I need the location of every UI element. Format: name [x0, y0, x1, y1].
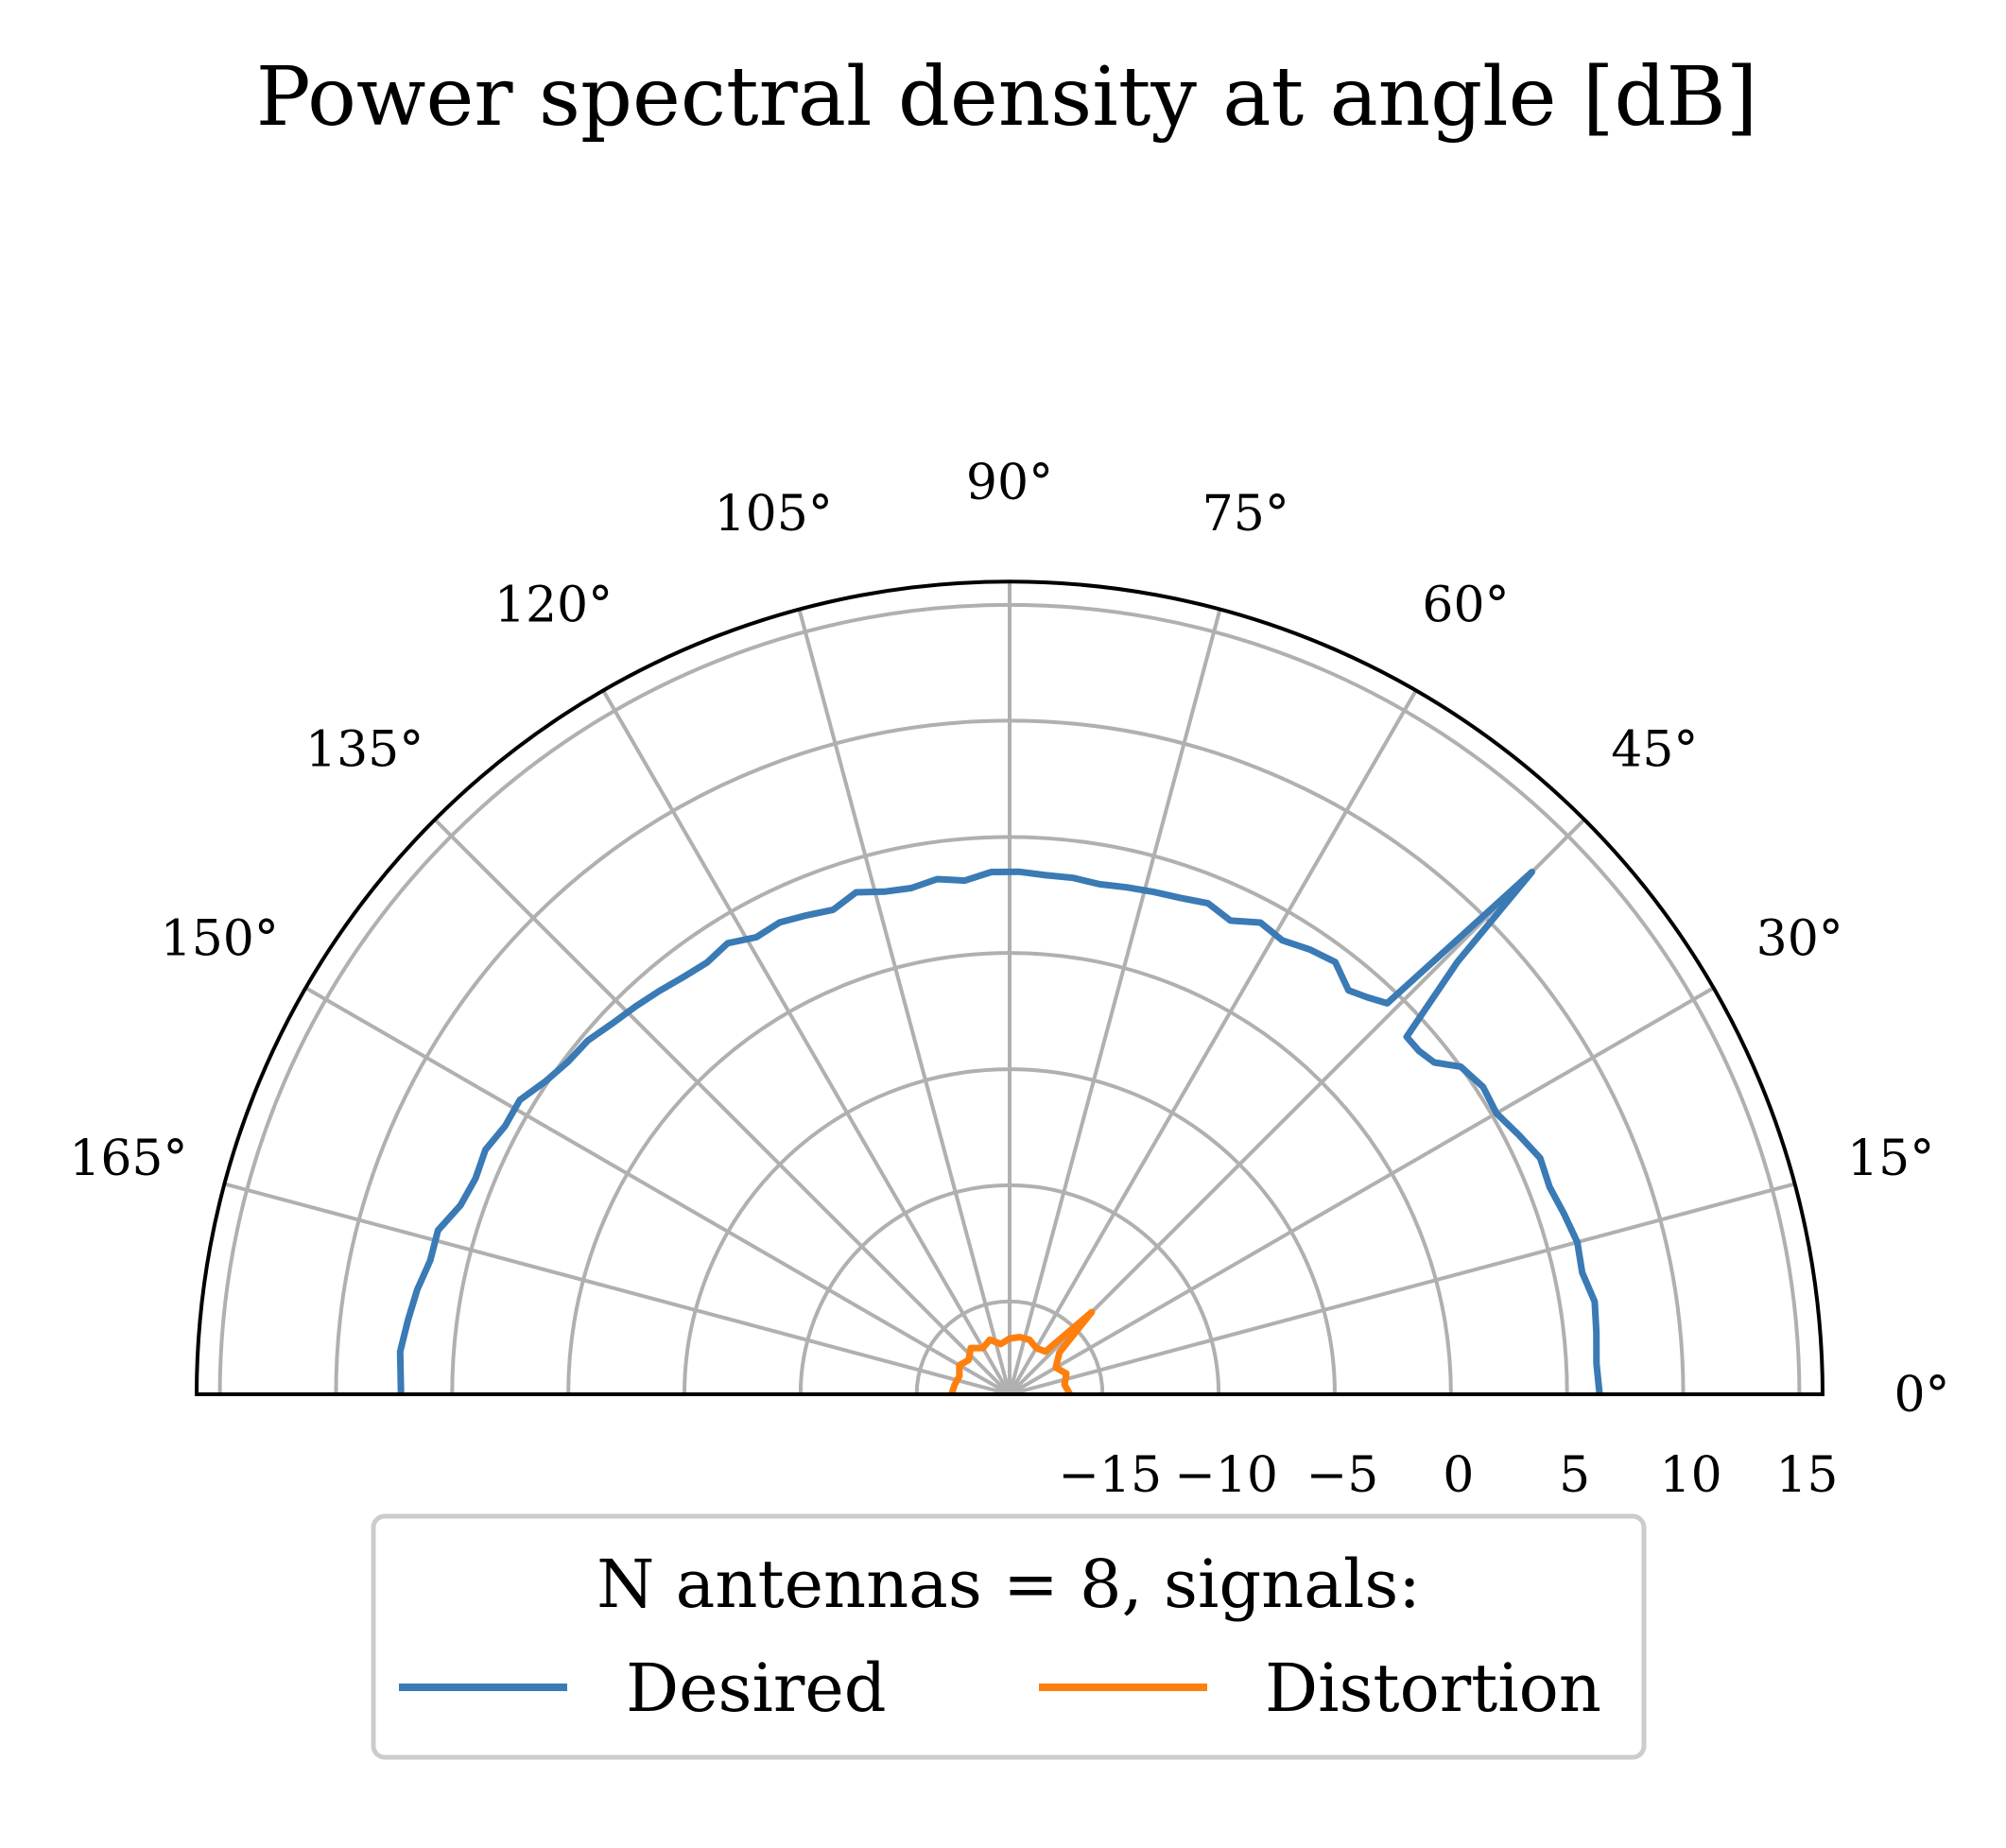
- legend-title: N antennas = 8, signals:: [597, 1546, 1421, 1623]
- theta-gridline: [433, 818, 1012, 1396]
- theta-tick-label: 120°: [494, 577, 613, 633]
- r-tick-label: 15: [1775, 1447, 1838, 1504]
- polar-grid: [217, 581, 1823, 1396]
- theta-gridline: [1008, 689, 1418, 1395]
- r-tick-label: 10: [1659, 1447, 1721, 1504]
- r-tick-label: 0: [1443, 1447, 1474, 1504]
- r-tick-labels: −15 −10 −5 0 5 10 15: [1058, 1447, 1838, 1504]
- theta-tick-label: 15°: [1847, 1131, 1934, 1187]
- r-tick-label: −15: [1058, 1447, 1162, 1504]
- r-tick-label: −10: [1174, 1447, 1278, 1504]
- polar-frame: [194, 579, 1825, 1396]
- theta-tick-label: 165°: [69, 1131, 187, 1187]
- theta-tick-label: 150°: [161, 911, 279, 968]
- theta-tick-labels: 0° 15° 30° 45° 60° 75° 90° 105° 120° 135° 150° 165°: [69, 455, 1949, 1424]
- theta-tick-label: 135°: [305, 722, 424, 779]
- polar-outline: [194, 579, 1825, 1396]
- theta-tick-label: 30°: [1756, 911, 1843, 968]
- theta-tick-label: 0°: [1894, 1367, 1949, 1424]
- series-line-desired: [396, 868, 1603, 1395]
- series-line-distortion: [948, 1308, 1096, 1396]
- legend-frame: [371, 1513, 1647, 1760]
- theta-tick-label: 105°: [715, 486, 833, 543]
- r-tick-label: −5: [1306, 1447, 1379, 1504]
- r-tick-label: 5: [1559, 1447, 1590, 1504]
- theta-gridline: [1009, 986, 1715, 1396]
- theta-tick-label: 75°: [1202, 486, 1289, 543]
- chart-title: Power spectral density at angle [dB]: [256, 50, 1758, 145]
- legend: N antennas = 8, signals: Desired Distort…: [371, 1513, 1647, 1760]
- theta-gridline: [1008, 608, 1222, 1395]
- theta-gridline: [304, 986, 1011, 1396]
- legend-label-desired: Desired: [626, 1649, 887, 1727]
- theta-tick-label: 90°: [966, 455, 1053, 511]
- theta-tick-label: 60°: [1422, 577, 1509, 633]
- theta-tick-label: 45°: [1611, 722, 1698, 779]
- theta-gridline: [1009, 1182, 1796, 1396]
- legend-label-distortion: Distortion: [1265, 1649, 1601, 1727]
- theta-gridline: [797, 608, 1012, 1395]
- theta-gridline: [601, 689, 1012, 1395]
- theta-gridline: [223, 1182, 1011, 1396]
- series-layer: [396, 868, 1603, 1396]
